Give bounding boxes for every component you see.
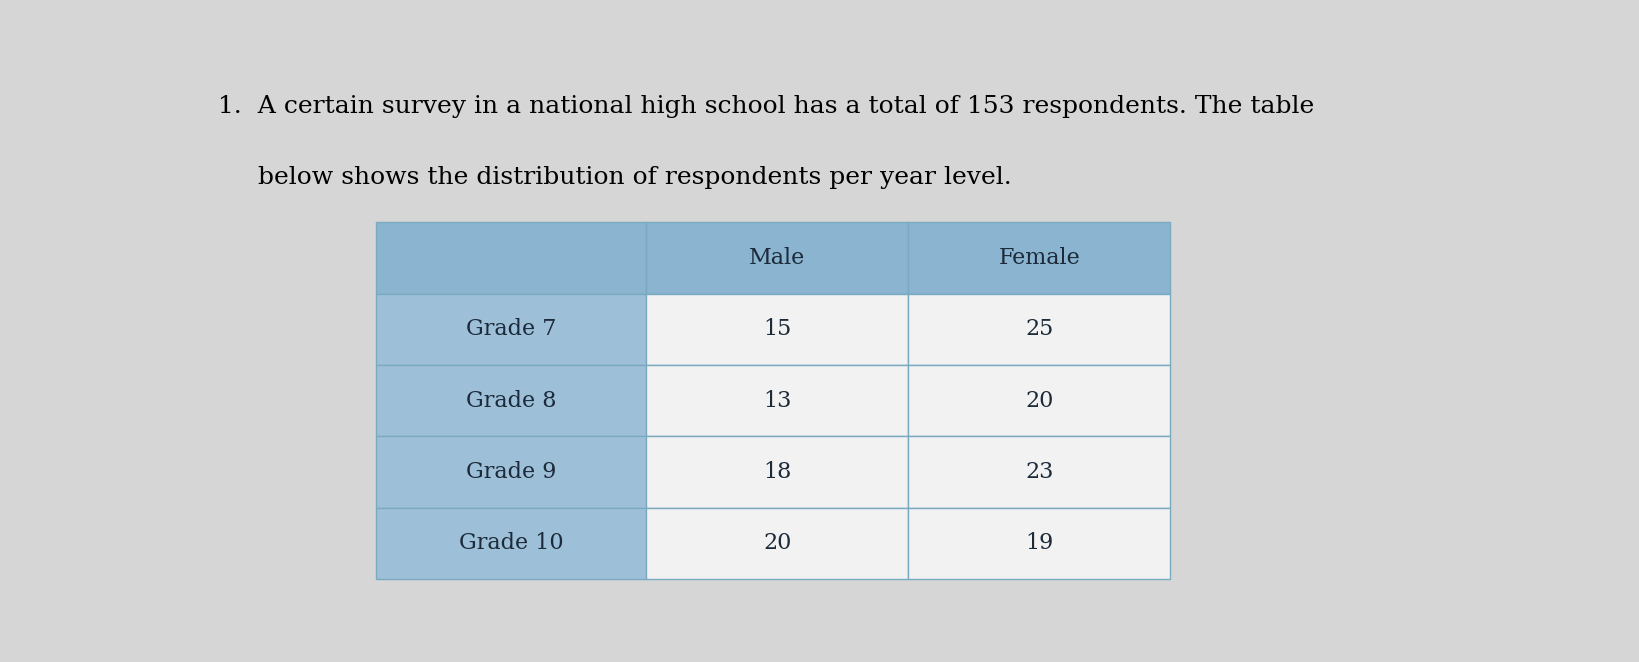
Bar: [908, 293, 1170, 365]
Text: 13: 13: [764, 389, 792, 412]
Text: Female: Female: [998, 247, 1080, 269]
Bar: [377, 293, 646, 365]
Text: 18: 18: [764, 461, 792, 483]
Bar: [377, 222, 646, 293]
Text: Grade 10: Grade 10: [459, 532, 564, 554]
Bar: [646, 222, 908, 293]
Text: 19: 19: [1024, 532, 1054, 554]
Text: 20: 20: [764, 532, 792, 554]
Text: 1.  A certain survey in a national high school has a total of 153 respondents. T: 1. A certain survey in a national high s…: [218, 95, 1314, 118]
Bar: [908, 365, 1170, 436]
Text: 15: 15: [764, 318, 792, 340]
Bar: [646, 436, 908, 508]
Bar: [908, 436, 1170, 508]
Bar: [908, 508, 1170, 579]
Bar: [646, 293, 908, 365]
Bar: [377, 508, 646, 579]
Text: Grade 9: Grade 9: [465, 461, 557, 483]
Text: Male: Male: [749, 247, 805, 269]
Text: below shows the distribution of respondents per year level.: below shows the distribution of responde…: [218, 166, 1011, 189]
Bar: [646, 365, 908, 436]
Text: 23: 23: [1024, 461, 1054, 483]
Bar: [377, 436, 646, 508]
Bar: [908, 222, 1170, 293]
Bar: [377, 365, 646, 436]
Text: Grade 7: Grade 7: [465, 318, 557, 340]
Text: 20: 20: [1024, 389, 1054, 412]
Text: Grade 8: Grade 8: [465, 389, 557, 412]
Text: 25: 25: [1024, 318, 1054, 340]
Bar: [646, 508, 908, 579]
